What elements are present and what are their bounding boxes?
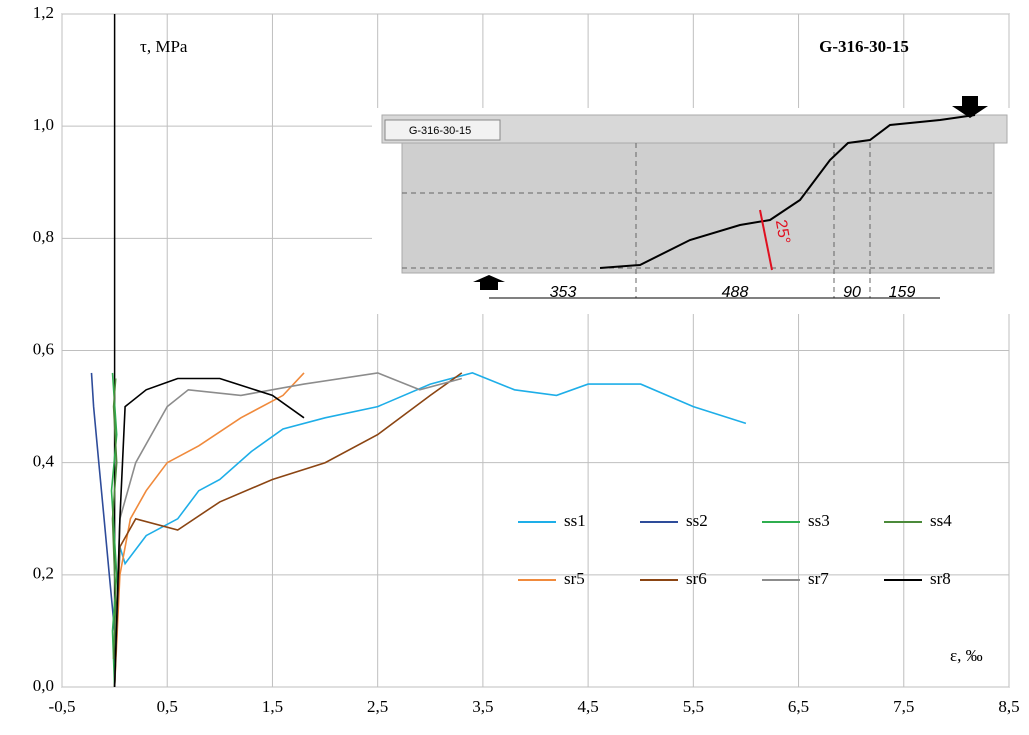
y-tick-label: 1,0 — [33, 115, 54, 134]
series-line — [113, 372, 463, 688]
series-line — [113, 377, 305, 688]
dimension-label: 159 — [889, 284, 916, 301]
legend-label: ss4 — [930, 511, 952, 530]
label-plate — [384, 119, 501, 141]
legend-label: ss2 — [686, 511, 708, 530]
specimen-label: G-316-30-15 — [409, 125, 471, 137]
legend-label: sr5 — [564, 569, 585, 588]
series-line — [90, 372, 116, 631]
x-tick-label: 2,5 — [367, 697, 388, 716]
y-axis-label: τ, MPa — [140, 37, 188, 56]
angle-mark — [759, 209, 773, 271]
series-group — [90, 372, 747, 688]
x-tick-label: -0,5 — [49, 697, 76, 716]
beam-web — [401, 142, 995, 274]
x-tick-label: 1,5 — [262, 697, 283, 716]
y-tick-label: 1,2 — [33, 3, 54, 22]
load-arrow — [952, 96, 988, 118]
x-tick-label: 3,5 — [472, 697, 493, 716]
y-tick-label: 0,6 — [33, 339, 54, 358]
series-line — [113, 372, 747, 688]
angle-label: 25° — [772, 219, 793, 246]
x-tick-label: 8,5 — [998, 697, 1019, 716]
inset-photo: G-316-30-15 25° 353 488 90 159 — [372, 96, 1012, 314]
y-tick-label: 0,2 — [33, 564, 54, 583]
legend-label: sr7 — [808, 569, 829, 588]
x-tick-label: 6,5 — [788, 697, 809, 716]
x-tick-label: 4,5 — [577, 697, 598, 716]
chart-title: G-316-30-15 — [819, 37, 909, 56]
series-line — [111, 378, 118, 660]
series-line — [113, 372, 463, 688]
legend-label: sr8 — [930, 569, 951, 588]
legend-label: sr6 — [686, 569, 707, 588]
y-tick-label: 0,0 — [33, 676, 54, 695]
x-tick-label: 5,5 — [683, 697, 704, 716]
dimension-label: 90 — [843, 284, 861, 301]
x-tick-label: 0,5 — [157, 697, 178, 716]
legend-label: ss1 — [564, 511, 586, 530]
crack — [599, 114, 976, 269]
legend-label: ss3 — [808, 511, 830, 530]
y-tick-label: 0,8 — [33, 227, 54, 246]
series-line — [110, 372, 118, 688]
y-tick-label: 0,4 — [33, 452, 55, 471]
support-arrow — [473, 275, 505, 290]
dimension-label: 488 — [722, 284, 749, 301]
series-line — [113, 372, 305, 688]
x-axis-label: ε, ‰ — [950, 646, 983, 665]
dimension-label: 353 — [550, 284, 577, 301]
x-tick-label: 7,5 — [893, 697, 914, 716]
